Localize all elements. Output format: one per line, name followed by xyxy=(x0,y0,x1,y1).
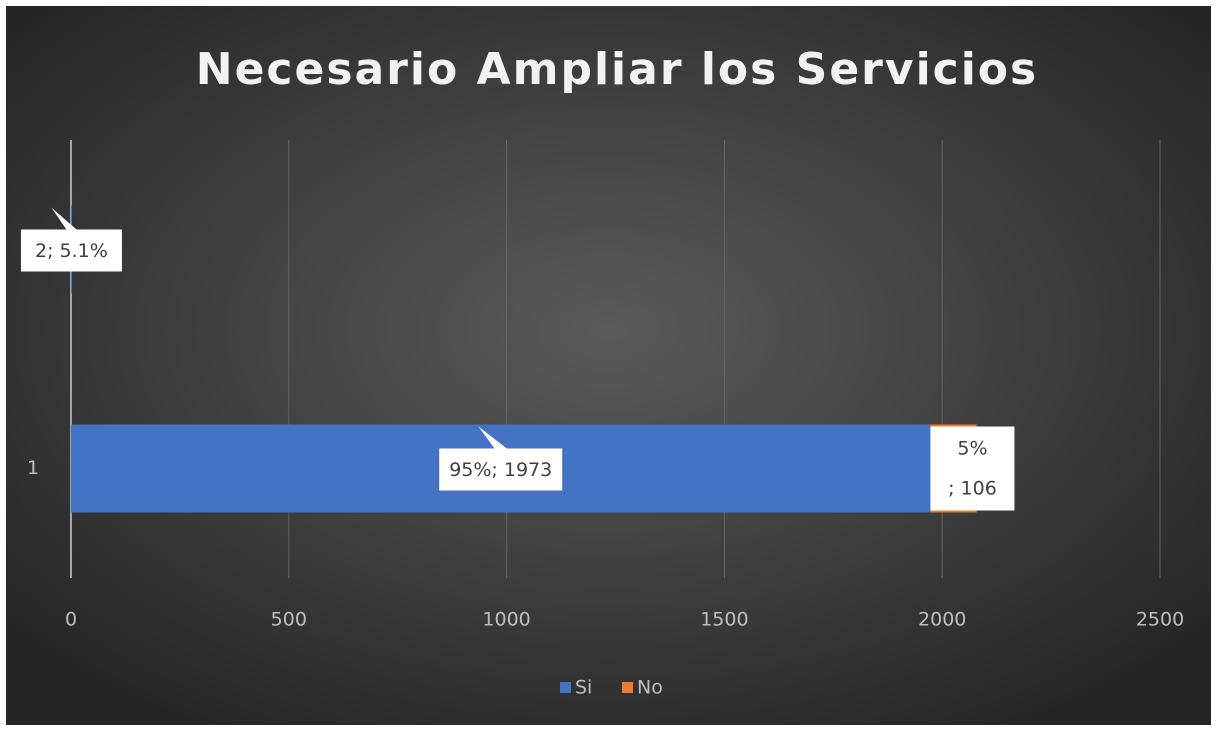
label-callout xyxy=(439,426,563,491)
data-label-line: ; 106 xyxy=(948,477,997,499)
x-tick-label: 1000 xyxy=(482,609,530,631)
legend-swatch xyxy=(622,682,633,693)
x-tick-label: 2500 xyxy=(1136,609,1184,631)
x-tick-label: 2000 xyxy=(918,609,966,631)
data-label: 95%; 1973 xyxy=(449,459,552,481)
x-tick-label: 0 xyxy=(65,609,77,631)
legend-label: No xyxy=(637,677,663,699)
label-callout xyxy=(20,207,122,272)
legend-label: Si xyxy=(575,677,592,699)
label-box xyxy=(930,426,1015,511)
x-tick-label: 500 xyxy=(271,609,307,631)
chart-background xyxy=(6,6,1211,725)
data-label: 2; 5.1% xyxy=(35,240,108,262)
data-label-line: 5% xyxy=(957,437,987,459)
y-tick-label: 1 xyxy=(27,457,39,479)
data-label: 5% ; 106 xyxy=(948,437,997,499)
legend-swatch xyxy=(560,682,571,693)
x-tick-label: 1500 xyxy=(700,609,748,631)
chart-title: Necesario Ampliar los Servicios xyxy=(196,44,1038,95)
